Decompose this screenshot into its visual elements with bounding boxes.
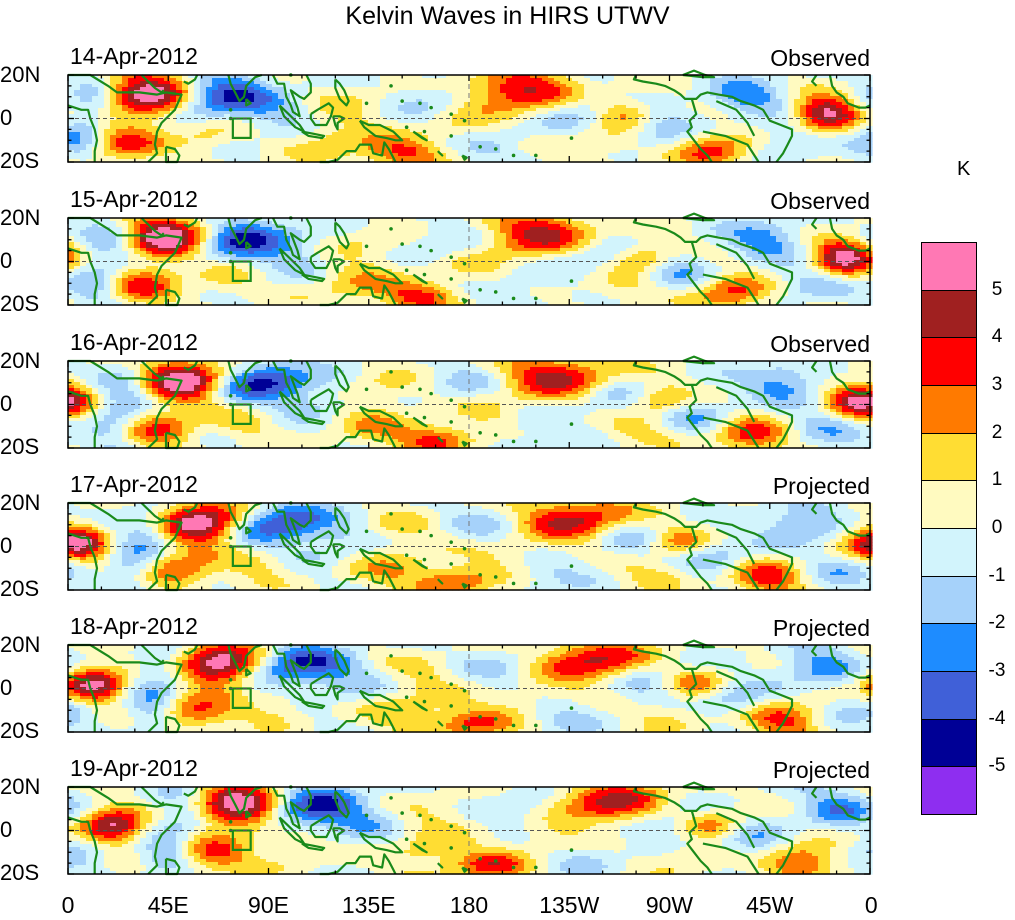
colorbar-tick-label: -5 (989, 755, 1006, 777)
anomaly-map (67, 497, 873, 592)
y-tick-label: 0 (0, 533, 60, 559)
colorbar-tick-label: -2 (989, 612, 1006, 634)
y-tick-label: 20N (0, 205, 60, 231)
panel-date-label: 18-Apr-2012 (70, 613, 198, 640)
x-tick-label: 90W (646, 892, 693, 919)
panel-frame (67, 786, 871, 875)
map-panel-6: 19-Apr-2012 Projected 20N 0 20S (0, 755, 873, 885)
x-axis: 0 45E 90E 135E 180 135W 90W 45W 0 (0, 892, 1015, 920)
colorbar-segment (921, 575, 977, 625)
panel-status-label: Observed (770, 188, 870, 215)
panel-status-label: Projected (773, 615, 870, 642)
y-tick-label: 20S (0, 434, 60, 460)
panel-status-label: Observed (770, 45, 870, 72)
y-tick-label: 20S (0, 718, 60, 744)
panel-frame (67, 360, 871, 449)
x-tick-label: 0 (62, 892, 75, 919)
colorbar-tick-label: 3 (992, 374, 1003, 396)
panel-date-label: 17-Apr-2012 (70, 471, 198, 498)
colorbar-segment (921, 623, 977, 672)
colorbar-tick-label: 0 (992, 517, 1003, 539)
y-tick-label: 20S (0, 148, 60, 174)
panel-status-label: Projected (773, 757, 870, 784)
coastlines (67, 781, 871, 876)
y-tick-label: 20N (0, 490, 60, 516)
colorbar-tick-label: 2 (992, 422, 1003, 444)
panel-date-label: 14-Apr-2012 (70, 43, 198, 70)
y-tick-label: 0 (0, 675, 60, 701)
colorbar-segment (921, 337, 977, 386)
colorbar (921, 242, 977, 815)
y-tick-label: 0 (0, 391, 60, 417)
anomaly-map (67, 69, 873, 164)
colorbar-segment (921, 289, 977, 339)
panel-frame (67, 217, 871, 306)
panel-date-label: 16-Apr-2012 (70, 329, 198, 356)
y-tick-label: 0 (0, 817, 60, 843)
colorbar-tick-label: 4 (992, 326, 1003, 348)
y-tick-label: 20S (0, 860, 60, 886)
y-tick-label: 0 (0, 248, 60, 274)
map-panel-4: 17-Apr-2012 Projected 20N 0 20S (0, 471, 873, 601)
panel-status-label: Projected (773, 473, 870, 500)
colorbar-segment (921, 671, 977, 720)
y-tick-label: 20S (0, 576, 60, 602)
colorbar-tick-label: 5 (992, 279, 1003, 301)
colorbar-segment (921, 432, 977, 482)
coastlines (67, 497, 871, 592)
y-tick-label: 0 (0, 105, 60, 131)
colorbar-tick-label: -1 (989, 565, 1006, 587)
anomaly-map (67, 639, 873, 734)
colorbar-tick-label: -3 (989, 660, 1006, 682)
map-panel-2: 15-Apr-2012 Observed 20N 0 20S (0, 186, 873, 316)
panel-frame (67, 74, 871, 163)
region-box (231, 545, 252, 567)
x-tick-label: 0 (865, 892, 878, 919)
coastlines (67, 212, 871, 307)
colorbar-tick-label: -4 (989, 708, 1006, 730)
x-tick-label: 135W (539, 892, 599, 919)
x-tick-label: 135E (342, 892, 396, 919)
region-box (231, 117, 252, 139)
region-box (231, 403, 252, 425)
colorbar-segment (921, 718, 977, 768)
colorbar-segment (921, 528, 977, 577)
x-tick-label: 180 (450, 892, 488, 919)
coastlines (67, 355, 871, 450)
anomaly-map (67, 781, 873, 876)
coastlines (67, 69, 871, 164)
map-panel-1: 14-Apr-2012 Observed 20N 0 20S (0, 43, 873, 173)
region-box (231, 260, 252, 282)
y-tick-label: 20N (0, 774, 60, 800)
map-panel-5: 18-Apr-2012 Projected 20N 0 20S (0, 613, 873, 743)
panel-frame (67, 644, 871, 733)
colorbar-tick-label: 1 (992, 469, 1003, 491)
x-tick-label: 45W (746, 892, 793, 919)
region-box (231, 687, 252, 709)
panel-frame (67, 502, 871, 591)
y-tick-label: 20N (0, 632, 60, 658)
anomaly-map (67, 212, 873, 307)
anomaly-map (67, 355, 873, 450)
figure-title: Kelvin Waves in HIRS UTWV (0, 2, 1015, 31)
x-tick-label: 45E (148, 892, 189, 919)
colorbar-segment (921, 242, 977, 291)
panel-status-label: Observed (770, 331, 870, 358)
panel-date-label: 15-Apr-2012 (70, 186, 198, 213)
coastlines (67, 639, 871, 734)
colorbar-segment (921, 385, 977, 434)
y-tick-label: 20S (0, 291, 60, 317)
panel-date-label: 19-Apr-2012 (70, 755, 198, 782)
y-tick-label: 20N (0, 348, 60, 374)
map-panel-3: 16-Apr-2012 Observed 20N 0 20S (0, 329, 873, 459)
colorbar-unit: K (957, 158, 970, 181)
colorbar-segment (921, 766, 977, 815)
y-tick-label: 20N (0, 62, 60, 88)
x-tick-label: 90E (248, 892, 289, 919)
region-box (231, 829, 252, 851)
colorbar-segment (921, 480, 977, 529)
